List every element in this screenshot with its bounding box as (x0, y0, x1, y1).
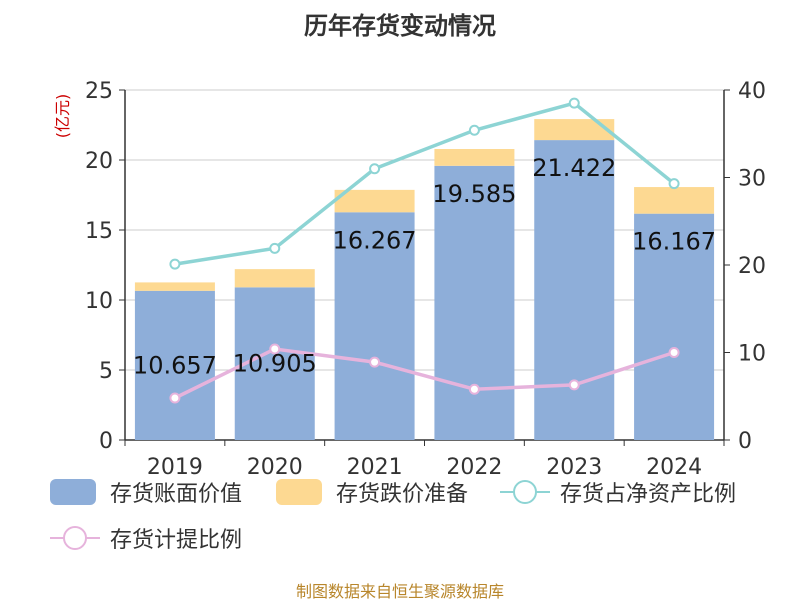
legend-line-marker-pink (50, 525, 100, 551)
legend-swatch-blue (50, 479, 96, 505)
y-right-tick-label: 0 (738, 429, 752, 454)
bar-impairment-reserve (234, 269, 315, 288)
point-provision-ratio (568, 379, 580, 391)
y-left-tick-label: 25 (85, 79, 113, 104)
x-tick-label: 2020 (247, 455, 303, 480)
x-tick-label: 2023 (546, 455, 602, 480)
data-label: 19.585 (432, 180, 516, 208)
y-right-tick-label: 40 (738, 79, 766, 104)
legend-line-marker-teal (500, 479, 550, 505)
legend-item-provision-ratio[interactable]: 存货计提比例 (50, 522, 242, 554)
point-net-asset-ratio (468, 124, 480, 136)
legend-label: 存货账面价值 (110, 482, 243, 507)
y-left-tick-label: 5 (99, 359, 113, 384)
bar-book-value (134, 290, 215, 440)
point-provision-ratio (468, 383, 480, 395)
bar-impairment-reserve (534, 119, 615, 141)
data-label: 21.422 (532, 154, 616, 182)
legend-label: 存货占净资产比例 (560, 482, 737, 507)
data-label: 16.167 (632, 228, 716, 256)
chart-title: 历年存货变动情况 (304, 12, 496, 40)
x-tick-label: 2024 (646, 455, 702, 480)
line-net-asset-ratio (174, 101, 676, 266)
y-left-tick-label: 0 (99, 429, 113, 454)
data-label: 16.267 (333, 226, 417, 254)
point-net-asset-ratio (369, 163, 381, 175)
bar-impairment-reserve (334, 189, 415, 213)
bar-book-value (534, 140, 615, 441)
point-provision-ratio (169, 392, 181, 404)
bar-impairment-reserve (434, 149, 515, 166)
legend-label: 存货跌价准备 (336, 482, 469, 507)
point-net-asset-ratio (568, 97, 580, 109)
legend-label: 存货计提比例 (110, 528, 243, 553)
bar-book-value (334, 212, 415, 440)
bar-impairment-reserve (134, 282, 215, 291)
legend-item-impairment-reserve[interactable]: 存货跌价准备 (276, 476, 468, 508)
y-right-tick-label: 10 (738, 342, 766, 367)
point-provision-ratio (668, 347, 680, 358)
legend-swatch-yellow (276, 479, 322, 505)
point-net-asset-ratio (269, 242, 281, 254)
point-net-asset-ratio (169, 258, 181, 270)
legend-item-net-asset-ratio[interactable]: 存货占净资产比例 (500, 476, 736, 508)
y-left-tick-label: 10 (85, 289, 113, 314)
y-right-tick-label: 20 (738, 254, 766, 279)
bar-book-value (634, 213, 715, 440)
point-net-asset-ratio (668, 178, 680, 190)
point-provision-ratio (269, 343, 281, 355)
y-left-tick-label: 20 (85, 149, 113, 174)
x-tick-label: 2021 (347, 455, 403, 480)
x-tick-label: 2019 (147, 455, 203, 480)
data-label: 10.905 (233, 350, 317, 378)
bar-impairment-reserve (634, 187, 715, 214)
legend-item-inventory-book-value[interactable]: 存货账面价值 (50, 476, 242, 508)
y-right-tick-label: 30 (738, 167, 766, 192)
line-provision-ratio (174, 347, 675, 400)
source-note: 制图数据来自恒生聚源数据库 (295, 582, 504, 601)
x-tick-label: 2022 (446, 455, 502, 480)
point-provision-ratio (369, 356, 381, 368)
y-left-axis-label: (亿元) (53, 94, 72, 139)
data-label: 10.657 (133, 351, 217, 379)
y-left-tick-label: 15 (85, 219, 113, 244)
